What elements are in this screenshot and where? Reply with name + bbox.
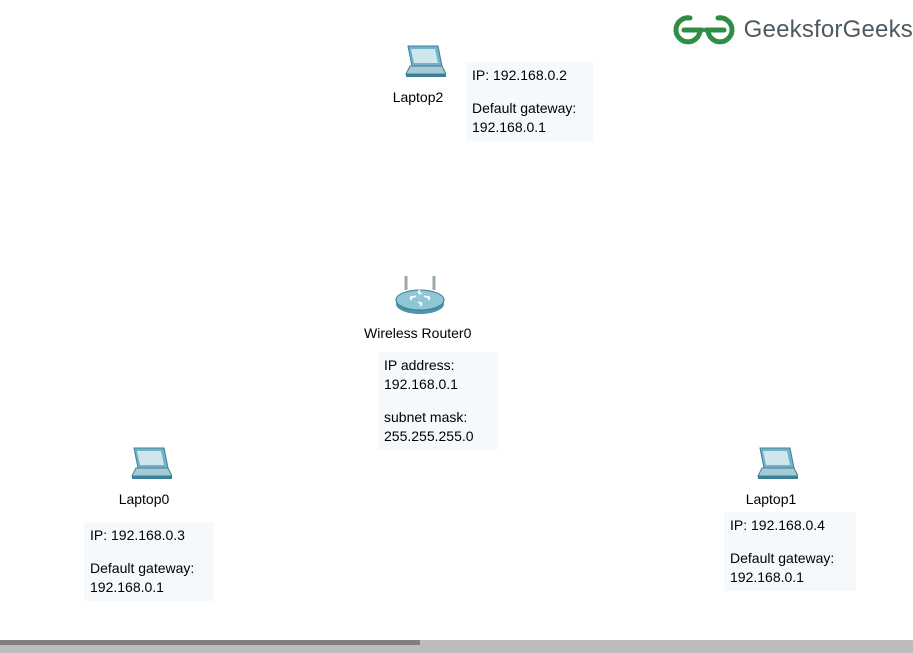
bottom-bar <box>0 640 913 653</box>
router-info: IP address: 192.168.0.1 subnet mask: 255… <box>378 352 498 450</box>
laptop2-label: Laptop2 <box>390 89 446 105</box>
bottom-bar-progress <box>0 640 420 645</box>
router-sm2: 255.255.255.0 <box>384 427 492 446</box>
laptop0-node: Laptop0 <box>124 446 172 507</box>
gfg-logo-icon <box>672 12 736 48</box>
brand: GeeksforGeeks <box>672 12 913 48</box>
laptop0-label: Laptop0 <box>116 491 172 507</box>
laptop2-node: Laptop2 <box>398 44 446 105</box>
laptop-icon <box>750 446 798 484</box>
brand-text: GeeksforGeeks <box>744 16 913 44</box>
laptop1-node: Laptop1 <box>750 446 798 507</box>
router-ip1: IP address: <box>384 356 492 375</box>
laptop-icon <box>124 446 172 484</box>
laptop0-info: IP: 192.168.0.3 Default gateway: 192.168… <box>84 522 214 601</box>
router-ip2: 192.168.0.1 <box>384 375 492 394</box>
laptop2-gw1: Default gateway: <box>472 99 587 118</box>
laptop2-info: IP: 192.168.0.2 Default gateway: 192.168… <box>466 62 593 141</box>
laptop1-ip: IP: 192.168.0.4 <box>730 516 850 535</box>
router-sm1: subnet mask: <box>384 408 492 427</box>
laptop1-gw1: Default gateway: <box>730 549 850 568</box>
diagram-canvas: GeeksforGeeks Laptop2 IP: 192.168.0.2 De… <box>0 0 913 653</box>
laptop1-info: IP: 192.168.0.4 Default gateway: 192.168… <box>724 512 856 591</box>
laptop0-ip: IP: 192.168.0.3 <box>90 526 208 545</box>
router-icon <box>392 276 448 318</box>
laptop0-gw2: 192.168.0.1 <box>90 578 208 597</box>
laptop2-gw2: 192.168.0.1 <box>472 118 587 137</box>
router-label: Wireless Router0 <box>364 325 471 341</box>
laptop1-label: Laptop1 <box>744 491 798 507</box>
laptop-icon <box>398 44 446 82</box>
router-node: Wireless Router0 <box>392 276 471 341</box>
laptop2-ip: IP: 192.168.0.2 <box>472 66 587 85</box>
laptop0-gw1: Default gateway: <box>90 559 208 578</box>
laptop1-gw2: 192.168.0.1 <box>730 568 850 587</box>
